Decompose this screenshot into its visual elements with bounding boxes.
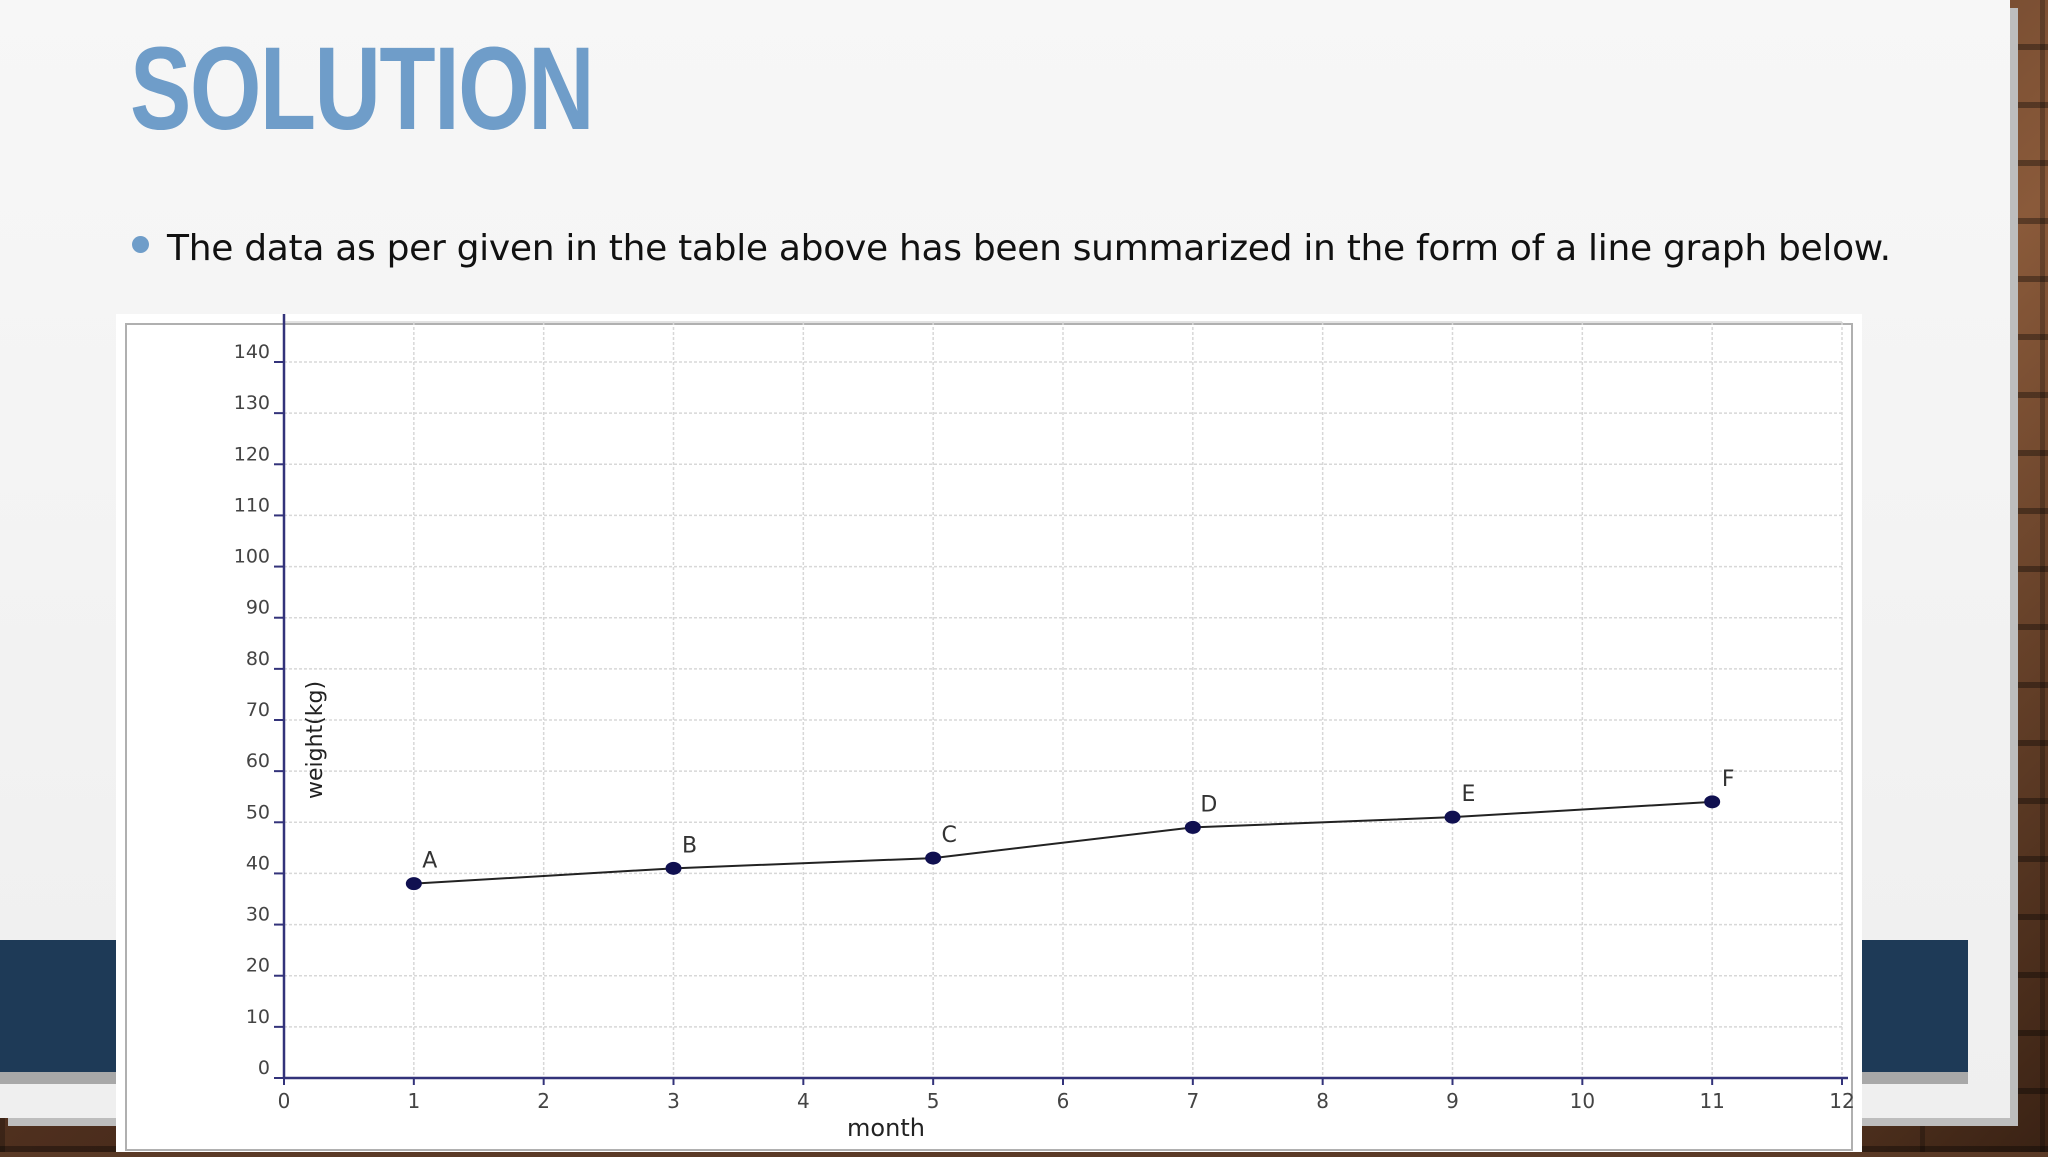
data-point-label: B xyxy=(682,833,697,858)
bullet-item: The data as per given in the table above… xyxy=(132,228,1891,278)
y-tick-label: 50 xyxy=(246,801,270,823)
x-tick-label: 12 xyxy=(1829,1089,1854,1113)
data-point-e xyxy=(1444,810,1461,824)
y-tick-label: 140 xyxy=(234,341,270,363)
y-tick-label: 90 xyxy=(246,597,270,619)
y-tick-label: 80 xyxy=(246,648,270,670)
y-tick-label: 130 xyxy=(234,392,270,414)
x-tick-label: 7 xyxy=(1186,1089,1199,1113)
data-point-c xyxy=(925,851,942,865)
y-tick-label: 20 xyxy=(246,955,270,977)
y-tick-label: 0 xyxy=(258,1057,270,1079)
slide-title: SOLUTION xyxy=(130,23,595,155)
y-tick-label: 120 xyxy=(234,443,270,465)
y-tick-label: 110 xyxy=(234,494,270,516)
y-tick-label: 10 xyxy=(246,1006,270,1028)
x-tick-label: 10 xyxy=(1570,1089,1595,1113)
x-tick-label: 6 xyxy=(1057,1089,1070,1113)
series-line xyxy=(413,800,1713,885)
x-tick-label: 2 xyxy=(537,1089,550,1113)
y-tick-label: 60 xyxy=(246,750,270,772)
x-tick-label: 8 xyxy=(1316,1089,1329,1113)
x-tick-label: 9 xyxy=(1446,1089,1459,1113)
x-tick-label: 5 xyxy=(927,1089,940,1113)
x-tick-label: 4 xyxy=(797,1089,810,1113)
y-tick-label: 70 xyxy=(246,699,270,721)
data-point-label: F xyxy=(1722,767,1735,792)
bullet-text: The data as per given in the table above… xyxy=(167,228,1891,269)
bullet-dot-icon xyxy=(132,236,149,253)
data-point-label: E xyxy=(1462,782,1476,807)
data-point-b xyxy=(665,861,682,875)
data-point-label: C xyxy=(941,823,956,848)
y-axis-label: weight(kg) xyxy=(303,681,328,799)
data-point-a xyxy=(405,877,422,891)
y-tick-label: 40 xyxy=(246,852,270,874)
x-tick-label: 11 xyxy=(1699,1089,1724,1113)
data-point-label: A xyxy=(422,849,437,874)
data-point-d xyxy=(1184,820,1201,834)
line-chart: 0 1 2 3 4 5 6 7 8 9 10 11 12010203040506070809010011… xyxy=(125,312,1855,1151)
y-tick-label: 100 xyxy=(234,546,270,568)
x-tick-label: 0 xyxy=(278,1089,291,1113)
data-point-label: D xyxy=(1200,792,1217,817)
x-axis-label: month xyxy=(847,1114,925,1142)
x-tick-label: 1 xyxy=(407,1089,420,1113)
x-tick-label: 3 xyxy=(667,1089,680,1113)
data-point-f xyxy=(1704,795,1721,809)
chart-frame: 0 1 2 3 4 5 6 7 8 9 10 11 12 0 10 20 30 40 50 60 70 80 90 100 11… xyxy=(116,312,1862,1152)
y-tick-label: 30 xyxy=(246,904,270,926)
